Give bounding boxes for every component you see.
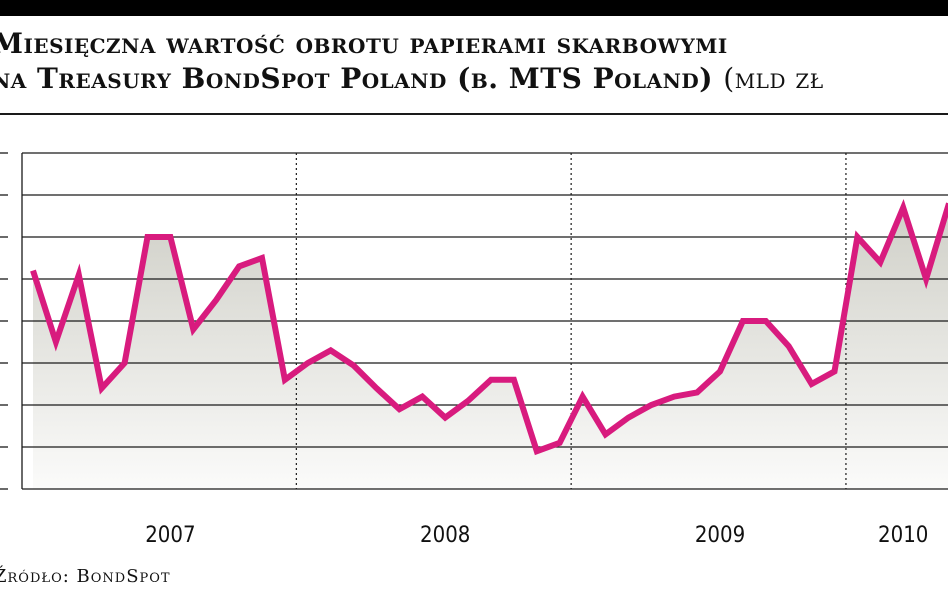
data-point [78,274,80,276]
data-point [490,379,492,381]
unit-label: (mld zł [723,62,824,95]
data-point [788,345,790,347]
data-point [261,257,263,259]
data-point [444,417,446,419]
chart-title-line-1: Miesięczna wartość obrotu papierami skar… [0,27,728,60]
grid-layer [0,152,948,490]
data-point [467,400,469,402]
data-point [238,265,240,267]
line-chart: 2007 2008 2009 2010 [0,152,948,548]
data-point [902,207,904,209]
data-point [582,396,584,398]
data-point [719,370,721,372]
data-point [147,236,149,238]
data-point [353,365,355,367]
data-point [673,396,675,398]
data-point [169,236,171,238]
data-point [650,404,652,406]
data-point [32,270,34,272]
data-point [513,379,515,381]
data-point [192,328,194,330]
data-point [742,320,744,322]
x-tick-label: 2010 [878,523,928,548]
top-bar [0,0,948,16]
area-fill [33,206,948,489]
data-point [421,396,423,398]
data-point [55,341,57,343]
source-note: Źródło: BondSpot [0,566,171,587]
series-line [30,198,948,456]
data-point [925,278,927,280]
data-point [879,261,881,263]
data-point [605,433,607,435]
data-point [536,450,538,452]
chart-title-line-2: na Treasury BondSpot Poland (b. MTS Pola… [0,65,824,93]
data-point [811,383,813,385]
data-point [330,349,332,351]
data-point [856,236,858,238]
data-point [284,379,286,381]
x-tick-label: 2008 [420,523,470,548]
data-point [696,391,698,393]
label-layer: 2007 2008 2009 2010 [145,523,928,548]
data-point [834,370,836,372]
title-rule [0,113,948,115]
x-tick-label: 2007 [145,523,195,548]
data-point [124,362,126,364]
data-point [765,320,767,322]
line-layer [30,198,948,456]
data-point [307,362,309,364]
data-point [398,408,400,410]
data-point [627,417,629,419]
area-layer [33,206,948,489]
x-tick-label: 2009 [695,523,745,548]
data-point [559,442,561,444]
chart-title-text: na Treasury BondSpot Poland (b. MTS Pola… [0,62,714,95]
data-point [215,299,217,301]
data-point [376,387,378,389]
data-point [101,387,103,389]
